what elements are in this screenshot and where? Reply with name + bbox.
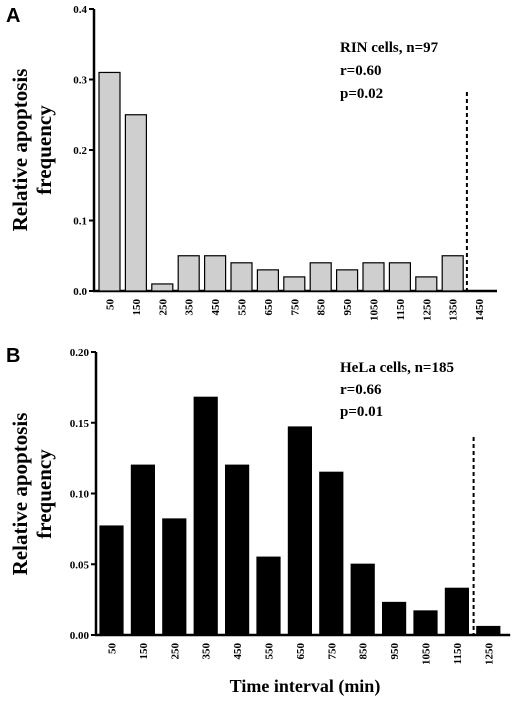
- panel-a-xtick-label: 650: [263, 299, 275, 316]
- panel-a-xtick-label: 250: [157, 299, 169, 316]
- panel-b-xtick-label: 1250: [483, 643, 495, 666]
- panel-a-xtick-label: 850: [316, 299, 328, 316]
- panel-b-bar: [319, 471, 344, 636]
- panel-b-annotation-line-1: HeLa cells, n=185: [340, 360, 454, 376]
- panel-b-bar: [444, 587, 469, 636]
- panel-a-bar: [151, 283, 174, 292]
- panel-b-xtick-label: 450: [232, 643, 244, 660]
- panel-b-bar: [287, 426, 312, 636]
- panel-b-ytick-label: 0.10: [70, 489, 90, 501]
- panel-a-bar: [415, 276, 438, 292]
- panel-a-xtick-label: 950: [342, 299, 354, 316]
- panel-a-xtick-label: 150: [131, 299, 143, 316]
- panel-b-xtick-label: 50: [107, 643, 119, 655]
- panel-b-bar: [99, 525, 124, 636]
- panel-b-ytick-label: 0.20: [70, 347, 90, 359]
- panel-b-xtick-label: 150: [138, 643, 150, 660]
- panel-a-bar: [177, 255, 200, 292]
- panel-a-bar: [256, 269, 279, 292]
- panel-b-bar: [130, 464, 155, 636]
- panel-a-xtick-label: 1250: [421, 299, 433, 322]
- panel-b-bar: [382, 601, 407, 636]
- panel-b-xtick-label: 650: [295, 643, 307, 660]
- panel-b-bar: [225, 464, 250, 636]
- panel-b-xtick-label: 850: [358, 643, 370, 660]
- panel-a-ytick-label: 0.1: [73, 216, 87, 228]
- panel-b-xtick-label: 1150: [452, 643, 464, 665]
- panel-b-xtick-label: 750: [326, 643, 338, 660]
- panel-a-xtick-label: 1350: [448, 299, 460, 322]
- panel-b-ylabel-line-2: frequency: [32, 449, 56, 539]
- panel-a-ytick-label: 0.0: [73, 286, 87, 298]
- panel-a-xtick-label: 1150: [395, 299, 407, 321]
- panel-b-ytick-label: 0.15: [70, 418, 90, 430]
- panel-b-xtick-label: 250: [169, 643, 181, 660]
- panel-b-ytick-label: 0.00: [70, 630, 90, 642]
- panel-a-ytick-label: 0.2: [73, 145, 87, 157]
- panel-a-bar: [204, 255, 227, 292]
- panel-b-ytick-label: 0.05: [70, 559, 90, 571]
- panel-a-xtick-label: 550: [237, 299, 249, 316]
- panel-b-bar: [476, 625, 501, 636]
- panel-a-xtick-label: 50: [105, 299, 117, 311]
- panel-a-bar: [230, 262, 253, 292]
- panel-b-bar: [256, 556, 281, 636]
- panel-b-xtick-label: 950: [389, 643, 401, 660]
- panel-a-bar: [98, 71, 121, 292]
- x-axis-label: Time interval (min): [230, 676, 381, 697]
- panel-a-ytick-label: 0.3: [73, 75, 87, 87]
- panel-a-xtick-label: 350: [184, 299, 196, 316]
- panel-b-xtick-label: 350: [201, 643, 213, 660]
- panel-a-ylabel-line-2: frequency: [32, 105, 56, 195]
- panel-a-annotation-line-3: p=0.02: [340, 86, 383, 102]
- panel-a-bar: [124, 114, 148, 292]
- panel-b-xtick-label: 1050: [421, 643, 433, 666]
- panel-a-xtick-label: 1050: [369, 299, 381, 322]
- panel-a-bar: [336, 269, 359, 292]
- panel-a-xtick-label: 450: [210, 299, 222, 316]
- panel-a-xtick-label: 1450: [474, 299, 486, 322]
- panel-b-bar: [413, 610, 438, 636]
- panel-a-chart: Relative apoptosis frequency RIN cells, …: [8, 4, 497, 321]
- panel-b-letter: B: [6, 345, 20, 367]
- panel-a-bar: [441, 255, 464, 292]
- panel-a-bar: [309, 262, 332, 292]
- panel-b-xtick-label: 550: [264, 643, 276, 660]
- panel-a-bar: [283, 276, 306, 292]
- panel-a-annotation-line-1: RIN cells, n=97: [340, 40, 439, 56]
- panel-b-bar: [162, 518, 187, 636]
- panel-b-bar: [193, 396, 218, 636]
- panel-b-ylabel-line-1: Relative apoptosis: [8, 413, 32, 576]
- panel-a-bar: [388, 262, 411, 292]
- panel-a-ytick-label: 0.4: [73, 4, 87, 16]
- panel-b-bar: [350, 563, 375, 636]
- panel-b-chart: Relative apoptosis frequency HeLa cells,…: [8, 347, 511, 666]
- panel-a-bar: [362, 262, 385, 292]
- panel-a-ylabel-line-1: Relative apoptosis: [8, 69, 32, 232]
- panel-b-annotation-line-3: p=0.01: [340, 404, 383, 420]
- panel-a-annotation-line-2: r=0.60: [340, 63, 381, 79]
- panel-b-annotation-line-2: r=0.66: [340, 382, 382, 398]
- panel-a-letter: A: [6, 5, 20, 27]
- panel-a-xtick-label: 750: [289, 299, 301, 316]
